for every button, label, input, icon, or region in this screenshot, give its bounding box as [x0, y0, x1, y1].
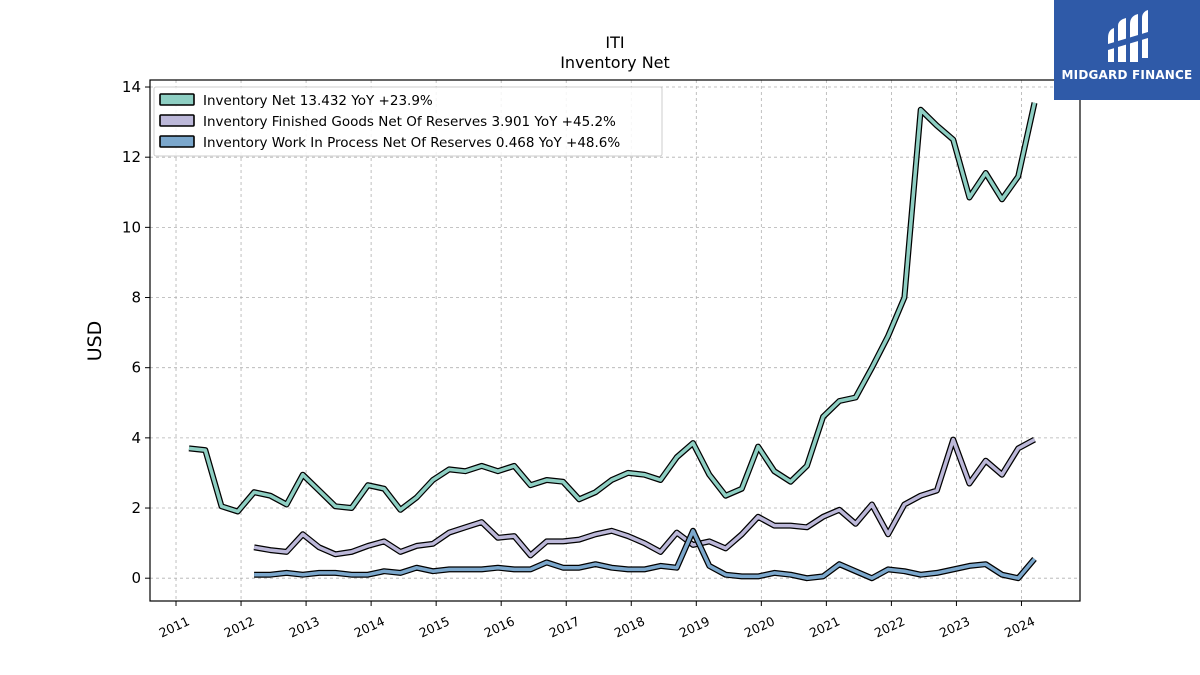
x-tick-label: 2016	[482, 613, 517, 640]
series-line-1	[253, 437, 1036, 558]
legend-label-finished-goods: Inventory Finished Goods Net Of Reserves…	[203, 114, 616, 130]
y-tick-label: 12	[122, 148, 141, 166]
x-tick-label: 2012	[222, 613, 257, 640]
midgard-finance-logo-icon	[1108, 10, 1148, 62]
x-tick-label: 2017	[547, 613, 582, 640]
y-tick-label: 6	[131, 359, 141, 377]
y-tick-label: 10	[122, 218, 141, 236]
brand-name: MIDGARD FINANCE	[1061, 68, 1193, 82]
legend-label-inventory-net: Inventory Net 13.432 YoY +23.9%	[203, 93, 433, 109]
series-line-0	[188, 102, 1037, 514]
grid	[150, 80, 1080, 601]
series-line-2	[254, 529, 1036, 580]
legend-swatch-inventory-net	[159, 93, 195, 106]
x-tick-label: 2023	[937, 613, 972, 640]
x-tick-label: 2022	[872, 613, 907, 640]
y-axis-label: USD	[84, 321, 106, 362]
y-tick-label: 0	[131, 569, 141, 587]
chart-subtitle: Inventory Net	[560, 53, 670, 72]
x-tick-label: 2015	[417, 613, 452, 640]
legend-box	[153, 86, 663, 157]
x-tick-label: 2020	[742, 613, 777, 640]
x-tick-label: 2024	[1002, 613, 1037, 640]
series-outline-0	[188, 102, 1038, 515]
y-tick-label: 8	[131, 289, 141, 307]
legend-swatch-finished-goods	[159, 114, 195, 127]
y-tick-label: 4	[131, 429, 141, 447]
y-tick-label: 2	[131, 499, 141, 517]
y-tick-label: 14	[122, 78, 141, 96]
plot-area-frame	[149, 79, 1081, 602]
x-axis-ticks: 2011 2012 2013 2014 2015 2016 2017 2018 2019 2020…	[157, 601, 1037, 640]
x-tick-label: 2014	[352, 613, 387, 640]
legend-label-work-in-process: Inventory Work In Process Net Of Reserve…	[203, 135, 620, 151]
x-tick-label: 2018	[612, 613, 647, 640]
x-tick-label: 2013	[287, 613, 322, 640]
y-axis-ticks: 0 2 4 6 8 10 12 14	[122, 78, 150, 587]
chart-title: ITI	[605, 33, 624, 52]
legend-swatch-work-in-process	[159, 135, 195, 148]
x-tick-label: 2021	[807, 613, 842, 640]
brand-logo: MIDGARD FINANCE	[1054, 0, 1200, 100]
x-tick-label: 2011	[157, 613, 192, 640]
series-lines	[188, 102, 1038, 582]
legend: Inventory Net 13.432 YoY +23.9% Inventor…	[153, 86, 663, 157]
x-tick-label: 2019	[677, 613, 712, 640]
